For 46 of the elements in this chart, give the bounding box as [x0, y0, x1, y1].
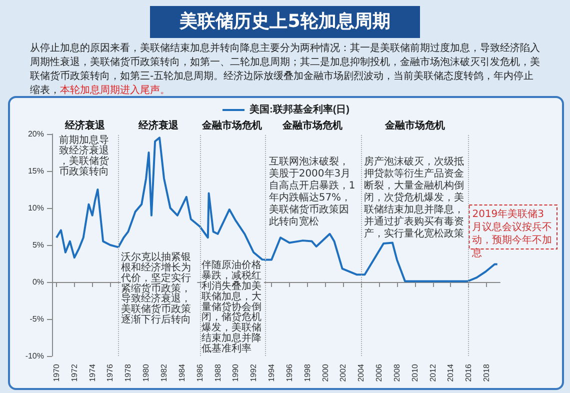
annotation: 房产泡沫破灭，次级抵押贷款等衍生产品资金断裂，大量金融机构倒闭，次贷危机爆发，美联储结束加息并降息，并通过扩表购买有毒资产，实行量化宽松政策: [364, 156, 464, 240]
x-tick-label: 1992: [249, 363, 258, 382]
text: 金融市场危机: [282, 120, 343, 132]
x-tick-label: 1986: [195, 363, 204, 382]
y-tick-label: -5%: [30, 314, 44, 324]
y-tick-label: 0%: [32, 278, 44, 286]
x-tick-label: 1982: [160, 363, 168, 382]
x-tick-label: 1996: [284, 363, 294, 382]
text: 金融市场危机: [201, 120, 262, 132]
x-tick-label: 1978: [124, 363, 133, 382]
x-tick-label: 2018: [482, 363, 492, 382]
y-tick-label: -10%: [25, 352, 44, 360]
y-tick-label: 15%: [28, 166, 44, 176]
x-tick-label: 1984: [177, 363, 186, 382]
x-tick-label: 2014: [446, 363, 456, 382]
text: 经济衰退: [138, 120, 180, 132]
text: 伴随原油价格暴跌，减税红利消失叠加美联储加息，大量储贷协会倒闭，储贷危机爆发，美联储结束加息并降低基准利率: [202, 260, 262, 354]
annotation: 沃尔克以抽紧银根和经济增长为代价，坚定实行紧缩货币政策，导致经济衰退，美联储货币政策逐渐下行后转向: [120, 251, 191, 326]
text: 本轮加息周期进入尾声。: [60, 85, 170, 96]
x-tick-label: 2000: [320, 363, 330, 382]
x-tick-label: 1990: [231, 363, 240, 382]
chart-title: 美联储历史上5轮加息周期: [150, 6, 420, 38]
annotation: 2019年美联储3月议息会议按兵不动，预期今年不加息: [471, 208, 552, 259]
y-tick-label: 20%: [28, 130, 44, 138]
annotation: 前期加息导致经济衰退，美联储货币政策转向: [59, 134, 110, 178]
text: 金融市场危机: [384, 120, 445, 132]
x-tick-label: 2010: [410, 363, 420, 382]
x-tick-label: 1998: [302, 363, 312, 382]
x-tick-label: 1976: [106, 363, 115, 382]
x-tick-label: 2012: [428, 363, 438, 382]
annotation: 互联网泡沫破裂，美股于2000年3月自高点开启暴跌，1年内跌幅达57%，美联储货币政策因此转向宽松: [268, 156, 356, 228]
x-tick-label: 2004: [356, 363, 366, 382]
y-tick-label: 5%: [32, 240, 44, 250]
y-tick-label: 10%: [28, 204, 44, 212]
x-tick-label: 1970: [52, 363, 61, 382]
x-tick-label: 2006: [374, 363, 384, 382]
x-tick-label: 2008: [392, 363, 402, 382]
text: 经济衰退: [64, 120, 106, 132]
x-tick-label: 1972: [70, 363, 79, 382]
x-tick-label: 1994: [267, 363, 276, 382]
x-tick-label: 1974: [88, 363, 97, 382]
x-tick-label: 1988: [213, 363, 222, 382]
x-tick-label: 2002: [338, 363, 348, 382]
x-tick-label: 1980: [142, 363, 151, 382]
legend-label: 美国:联邦基金利率(日): [248, 104, 350, 116]
x-tick-label: 2016: [464, 363, 474, 382]
